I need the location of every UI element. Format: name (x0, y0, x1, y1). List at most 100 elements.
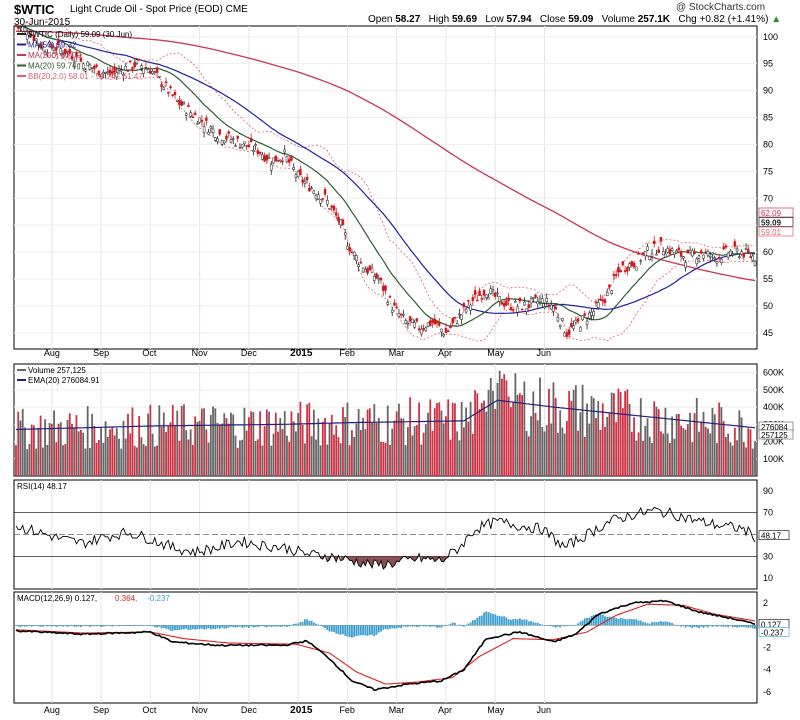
macd-histogram-bar (548, 625, 550, 627)
bb-lower-line (15, 25, 756, 342)
macd-histogram-bar (299, 622, 302, 626)
macd-histogram-bar (17, 625, 20, 627)
price-candle (274, 155, 278, 162)
macd-histogram-bar (111, 625, 114, 627)
volume-bar (268, 411, 270, 476)
macd-histogram-bar (277, 625, 279, 627)
macd-histogram-bar (346, 625, 349, 637)
volume-value-box (758, 429, 794, 440)
macd-histogram-bar (37, 625, 40, 627)
macd-histogram-bar (724, 625, 727, 627)
price-candle (493, 292, 497, 297)
volume-bar (462, 427, 465, 476)
volume-bar (545, 425, 548, 476)
price-candle (440, 328, 443, 333)
volume-bar (496, 382, 499, 476)
macd-histogram-bar (440, 625, 443, 628)
macd-histogram-bar (375, 625, 378, 635)
volume-bar (745, 447, 747, 476)
volume-bar (577, 430, 579, 476)
volume-bar (382, 441, 385, 476)
volume-bar (487, 389, 490, 476)
price-candle (686, 249, 690, 254)
price-candle (191, 116, 195, 118)
x-tick-label: Jun (536, 705, 551, 715)
macd-histogram-bar (357, 625, 360, 636)
volume-bar (733, 427, 736, 476)
macd-histogram-bar (637, 620, 640, 626)
macd-histogram-bar (398, 625, 400, 628)
volume-bar (742, 442, 745, 476)
volume-bar (501, 378, 503, 476)
x-tick-label: Nov (192, 348, 209, 358)
macd-histogram-bar (153, 625, 156, 628)
volume-bar (704, 426, 707, 476)
price-candle (574, 320, 578, 323)
volume-bar (37, 427, 40, 476)
macd-histogram-bar (189, 625, 192, 630)
price-candle (162, 87, 166, 90)
volume-bar (312, 409, 315, 476)
volume-bar (440, 410, 443, 476)
macd-histogram-bar (333, 625, 335, 633)
volume-bar (644, 425, 647, 476)
price-candle (637, 253, 640, 255)
volume-bar (221, 423, 223, 476)
volume-bar (574, 385, 577, 476)
price-candle (626, 267, 629, 272)
macd-histogram-bar (411, 625, 414, 627)
price-candle (388, 296, 392, 298)
price-candle (352, 251, 356, 256)
volume-bar (420, 444, 423, 476)
volume-bar (662, 433, 665, 476)
volume-bar (113, 435, 116, 476)
price-candle (482, 290, 486, 296)
price-candle (431, 319, 434, 323)
price-candle (39, 43, 42, 49)
price-candle (267, 156, 271, 159)
price-candle (220, 140, 224, 145)
price-candle (556, 317, 560, 322)
volume-bar (494, 408, 497, 476)
panel-frame-1 (13, 25, 758, 350)
macd-histogram-bar (525, 619, 528, 626)
price-candle (435, 321, 439, 324)
price-y-tick-label: 80 (763, 139, 773, 149)
macd-histogram-bar (707, 625, 709, 628)
macd-signal-line (15, 603, 756, 685)
x-tick-label: Aug (44, 348, 60, 358)
volume-bar (411, 435, 414, 476)
volume-bar (303, 443, 306, 476)
volume-bar (64, 444, 67, 476)
price-candle (744, 248, 748, 250)
price-candle (543, 306, 546, 309)
macd-histogram-bar (104, 625, 107, 627)
price-candle (52, 50, 56, 54)
volume-bar (57, 423, 60, 476)
price-candle (422, 328, 425, 330)
price-candle (610, 290, 613, 295)
volume-bar (339, 443, 342, 476)
volume-bar (359, 429, 362, 476)
price-candle (507, 297, 510, 301)
price-candle (175, 99, 179, 102)
volume-bar (541, 427, 544, 476)
macd-histogram-bar (539, 623, 541, 626)
macd-histogram-bar (402, 625, 405, 627)
macd-histogram-bar (355, 625, 358, 637)
macd-histogram-bar (118, 625, 120, 627)
price-candle (146, 69, 150, 73)
macd-histogram-bar (700, 625, 703, 627)
macd-histogram-bar (534, 622, 537, 626)
macd-histogram-bar (677, 624, 680, 626)
price-candle (184, 113, 188, 116)
volume-bar (749, 429, 752, 476)
macd-histogram-bar (353, 625, 356, 637)
volume-bar (525, 430, 528, 476)
price-candle (722, 246, 725, 250)
price-candle (198, 117, 201, 123)
volume-bar (236, 447, 239, 476)
macd-histogram-bar (176, 625, 179, 631)
macd-histogram-bar (160, 625, 163, 629)
volume-bar (183, 404, 185, 476)
